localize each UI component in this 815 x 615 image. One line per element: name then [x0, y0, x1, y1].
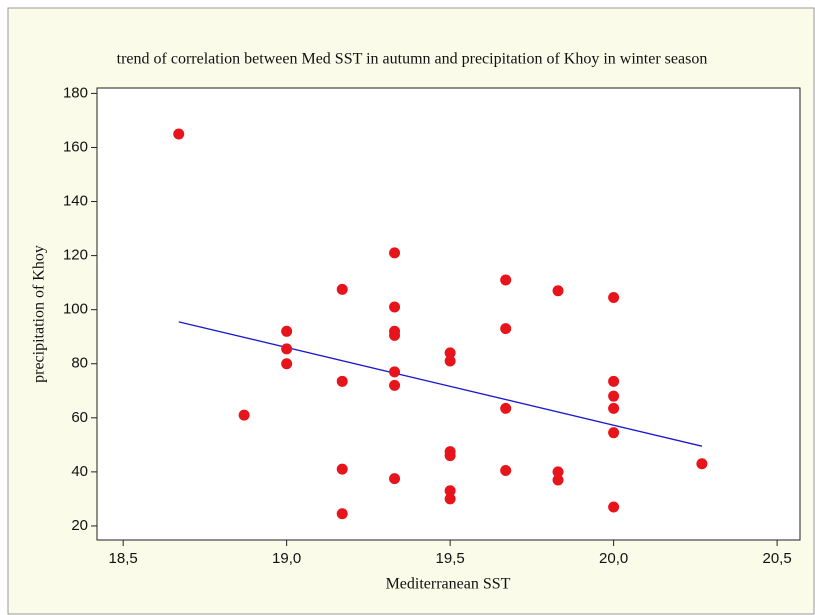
data-point: [608, 390, 620, 402]
data-point: [336, 463, 348, 475]
data-point: [696, 458, 708, 470]
y-tick-label: 120: [63, 247, 88, 264]
x-axis-label: Mediterranean SST: [386, 576, 511, 593]
y-tick-label: 160: [63, 138, 88, 155]
data-point: [500, 274, 512, 286]
data-point: [238, 409, 250, 421]
y-tick-label: 20: [71, 517, 88, 534]
data-point: [336, 283, 348, 295]
x-tick-label: 18,5: [109, 550, 138, 567]
data-point: [608, 375, 620, 387]
y-tick-label: 40: [71, 463, 88, 480]
data-point: [608, 501, 620, 513]
data-point: [389, 301, 401, 313]
data-point: [389, 247, 401, 259]
y-tick-label: 100: [63, 301, 88, 318]
data-point: [281, 325, 293, 337]
x-tick-label: 20,0: [599, 550, 628, 567]
data-point: [336, 375, 348, 387]
data-point: [608, 427, 620, 439]
trend-line: [178, 321, 703, 447]
data-point: [281, 358, 293, 370]
y-tick-label: 180: [63, 84, 88, 101]
x-tick-label: 19,5: [436, 550, 465, 567]
data-point: [389, 379, 401, 391]
data-point: [389, 473, 401, 485]
y-tick-label: 80: [71, 355, 88, 372]
data-point: [389, 366, 401, 378]
data-point: [500, 323, 512, 335]
y-axis-label: precipitation of Khoy: [31, 245, 48, 383]
x-tick-label: 19,0: [272, 550, 301, 567]
chart-title: trend of correlation between Med SST in …: [117, 51, 708, 68]
plot-area: [96, 87, 801, 541]
data-point: [608, 292, 620, 304]
data-point: [444, 485, 456, 497]
data-point: [336, 508, 348, 520]
data-point: [444, 347, 456, 359]
data-point: [281, 343, 293, 355]
y-tick-label: 60: [71, 409, 88, 426]
data-point: [444, 355, 456, 367]
data-point: [608, 402, 620, 414]
data-point: [552, 474, 564, 486]
data-point: [552, 466, 564, 478]
data-point: [444, 493, 456, 505]
data-point: [552, 285, 564, 297]
data-point: [500, 402, 512, 414]
y-tick-label: 140: [63, 193, 88, 210]
data-point: [444, 450, 456, 462]
x-tick-label: 20,5: [763, 550, 792, 567]
data-point: [500, 465, 512, 477]
data-point: [389, 329, 401, 341]
data-point: [173, 128, 185, 140]
